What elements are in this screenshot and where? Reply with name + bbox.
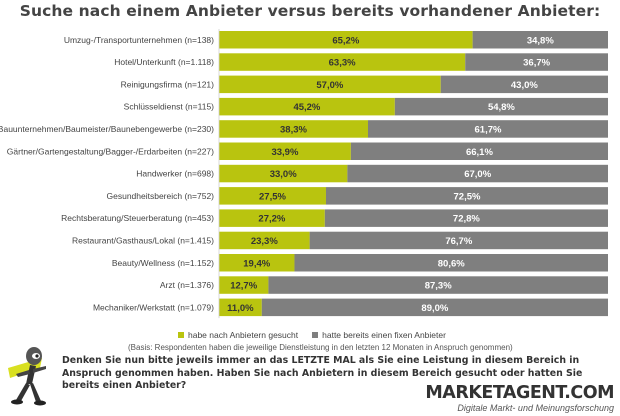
category-label: Mechaniker/Werkstatt (n=1.079) (93, 302, 214, 312)
value-label-searched: 23,3% (251, 236, 278, 247)
value-label-existing: 43,0% (511, 80, 538, 91)
value-label-existing: 89,0% (421, 303, 448, 314)
bar-existing (261, 298, 608, 317)
category-label: Schlüsseldienst (n=115) (124, 102, 214, 112)
category-label: Gesundheitsbereich (n=752) (107, 191, 215, 201)
bar-searched (219, 120, 368, 138)
running-mascot-icon (8, 347, 46, 406)
category-label: Restaurant/Gasthaus/Lokal (n=1.415) (72, 235, 214, 245)
value-label-existing: 76,7% (445, 236, 472, 247)
value-label-searched: 33,9% (271, 147, 298, 158)
legend-label-searched: habe nach Anbietern gesucht (188, 330, 299, 340)
bar-existing (472, 31, 608, 49)
value-label-searched: 12,7% (230, 281, 257, 292)
bar-searched (219, 142, 351, 160)
legend-label-existing: hatte bereits einen fixen Anbieter (322, 330, 446, 340)
bar-existing (325, 187, 608, 205)
value-label-searched: 65,2% (332, 35, 359, 46)
value-label-existing: 67,0% (464, 169, 491, 180)
brand-logo: MARKETAGENT.COM (425, 383, 614, 403)
value-label-searched: 19,4% (243, 258, 270, 269)
bar-existing (350, 142, 608, 160)
bar-existing (440, 75, 608, 94)
value-label-searched: 63,3% (329, 58, 356, 69)
value-label-existing: 87,3% (425, 281, 452, 292)
category-label: Arzt (n=1.376) (160, 280, 214, 290)
category-label: Bauunternehmen/Baumeister/Baunebengewerb… (0, 124, 214, 134)
bar-searched (219, 209, 325, 227)
value-label-existing: 34,8% (527, 35, 554, 46)
bar-searched (219, 276, 269, 294)
basis-note: (Basis: Respondenten haben die jeweilige… (128, 343, 513, 352)
value-label-searched: 38,3% (280, 124, 307, 135)
bar-searched (219, 31, 473, 49)
survey-question: Denken Sie nun bitte jeweils immer an da… (62, 355, 583, 391)
category-label: Gärtner/Gartengestaltung/Bagger-/Erdarbe… (7, 146, 214, 156)
legend-item-existing: hatte bereits einen fixen Anbieter (312, 330, 446, 340)
value-label-existing: 61,7% (475, 124, 502, 135)
legend-swatch-searched (178, 332, 184, 338)
bar-existing (294, 254, 608, 272)
brand-tagline: Digitale Markt- und Meinungsforschung (457, 403, 614, 413)
bar-searched (219, 164, 348, 183)
bar-existing (309, 231, 608, 250)
bar-searched (219, 231, 310, 250)
bar-existing (324, 209, 608, 227)
chart-title: Suche nach einem Anbieter versus bereits… (19, 2, 601, 20)
bar-existing (268, 276, 608, 294)
bar-existing (367, 120, 608, 138)
value-label-searched: 45,2% (293, 102, 320, 113)
value-label-existing: 72,5% (454, 191, 481, 202)
bar-existing (347, 164, 608, 183)
category-label: Reinigungsfirma (n=121) (121, 79, 214, 89)
category-label: Handwerker (n=698) (136, 169, 214, 179)
value-label-searched: 27,2% (258, 214, 285, 225)
bar-searched (219, 53, 466, 71)
value-label-searched: 11,0% (227, 303, 254, 314)
value-label-existing: 54,8% (488, 102, 515, 113)
brand-block: MARKETAGENT.COM Digitale Markt- und Mein… (425, 384, 614, 413)
bar-searched (219, 75, 441, 94)
value-label-existing: 80,6% (438, 258, 465, 269)
value-label-searched: 27,5% (259, 191, 286, 202)
bar-existing (394, 97, 608, 116)
category-label: Hotel/Unterkunft (n=1.118) (114, 57, 214, 67)
bar-searched (219, 97, 395, 116)
category-label: Rechtsberatung/Steuerberatung (n=453) (61, 213, 214, 223)
stacked-bar-chart: Umzug-/Transportunternehmen (n=138) 65,2%… (0, 29, 608, 319)
bar-existing (465, 53, 608, 71)
value-label-existing: 72,8% (453, 214, 480, 225)
value-label-existing: 36,7% (523, 58, 550, 69)
category-label: Beauty/Wellness (n=1.152) (112, 258, 214, 268)
legend: habe nach Anbietern gesucht hatte bereit… (178, 330, 446, 340)
bar-searched (219, 187, 326, 205)
bar-searched (219, 254, 295, 272)
value-label-searched: 57,0% (316, 80, 343, 91)
category-label: Umzug-/Transportunternehmen (n=138) (64, 35, 214, 45)
bar-searched (219, 298, 262, 317)
value-label-existing: 66,1% (466, 147, 493, 158)
value-label-searched: 33,0% (270, 169, 297, 180)
legend-swatch-existing (312, 332, 319, 338)
legend-item-searched: habe nach Anbietern gesucht (178, 330, 298, 340)
